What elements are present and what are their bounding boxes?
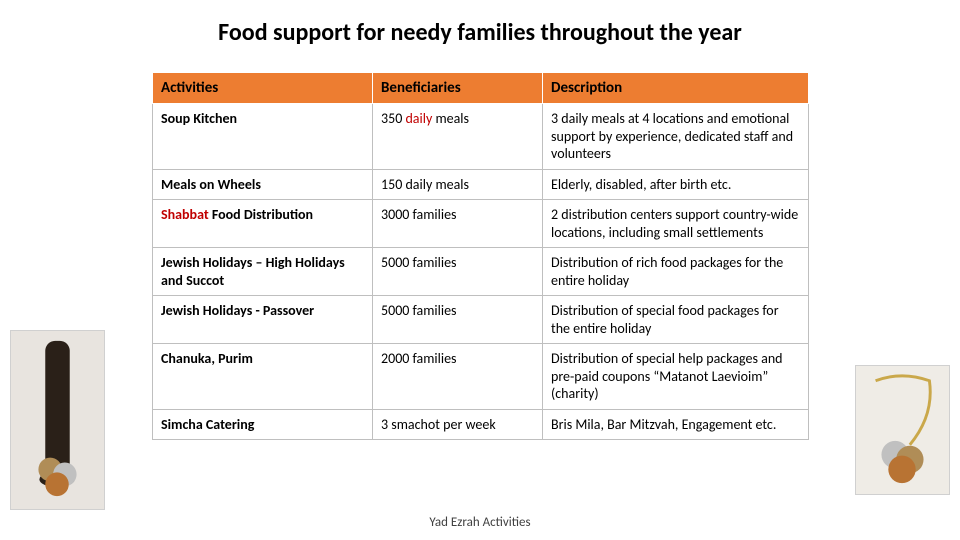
cell-description: Elderly, disabled, after birth etc. xyxy=(543,169,809,200)
cell-beneficiaries: 2000 families xyxy=(373,344,543,410)
col-activities: Activities xyxy=(153,73,373,104)
cell-activity: Meals on Wheels xyxy=(153,169,373,200)
table-row: Meals on Wheels 150 daily meals Elderly,… xyxy=(153,169,809,200)
table-row: Jewish Holidays – High Holidays and Succ… xyxy=(153,248,809,296)
cell-beneficiaries: 5000 families xyxy=(373,248,543,296)
cell-description: 2 distribution centers support country-w… xyxy=(543,200,809,248)
cell-activity: Chanuka, Purim xyxy=(153,344,373,410)
table-row: Chanuka, Purim 2000 families Distributio… xyxy=(153,344,809,410)
slide: Food support for needy families througho… xyxy=(0,0,960,540)
cell-activity: Jewish Holidays – High Holidays and Succ… xyxy=(153,248,373,296)
cell-description: Distribution of rich food packages for t… xyxy=(543,248,809,296)
cell-activity: Shabbat Food Distribution xyxy=(153,200,373,248)
cell-beneficiaries: 3000 families xyxy=(373,200,543,248)
page-title: Food support for needy families througho… xyxy=(0,18,960,47)
table-row: Soup Kitchen 350 daily meals 3 daily mea… xyxy=(153,104,809,170)
col-description: Description xyxy=(543,73,809,104)
cell-activity: Jewish Holidays - Passover xyxy=(153,296,373,344)
table-header-row: Activities Beneficiaries Description xyxy=(153,73,809,104)
table-row: Shabbat Food Distribution 3000 families … xyxy=(153,200,809,248)
cell-beneficiaries: 150 daily meals xyxy=(373,169,543,200)
cell-activity: Soup Kitchen xyxy=(153,104,373,170)
cell-description: Distribution of special help packages an… xyxy=(543,344,809,410)
cell-description: Distribution of special food packages fo… xyxy=(543,296,809,344)
cell-beneficiaries: 350 daily meals xyxy=(373,104,543,170)
activities-table: Activities Beneficiaries Description Sou… xyxy=(152,72,809,440)
cell-activity: Simcha Catering xyxy=(153,409,373,440)
cell-description: 3 daily meals at 4 locations and emotion… xyxy=(543,104,809,170)
footer-text: Yad Ezrah Activities xyxy=(0,515,960,530)
decorative-image-right xyxy=(855,365,950,495)
table-row: Jewish Holidays - Passover 5000 families… xyxy=(153,296,809,344)
cell-description: Bris Mila, Bar Mitzvah, Engagement etc. xyxy=(543,409,809,440)
cell-beneficiaries: 5000 families xyxy=(373,296,543,344)
table-row: Simcha Catering 3 smachot per week Bris … xyxy=(153,409,809,440)
col-beneficiaries: Beneficiaries xyxy=(373,73,543,104)
decorative-image-left xyxy=(10,330,105,510)
cell-beneficiaries: 3 smachot per week xyxy=(373,409,543,440)
activities-table-container: Activities Beneficiaries Description Sou… xyxy=(152,72,808,440)
